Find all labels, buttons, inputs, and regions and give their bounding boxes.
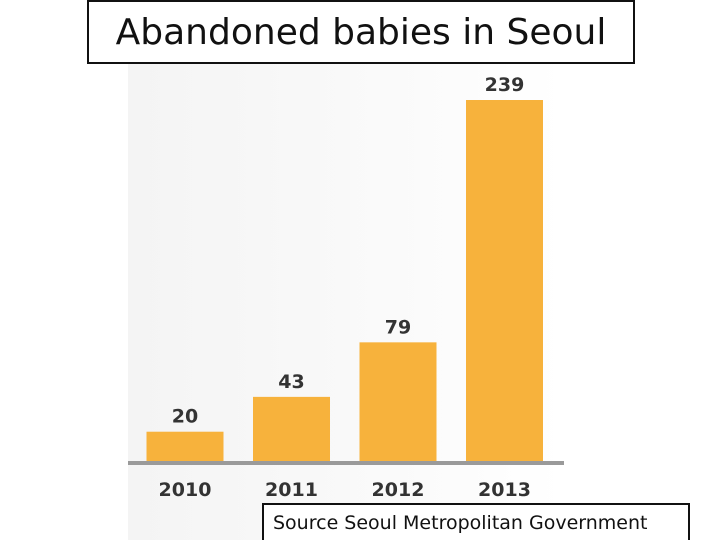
category-labels-group: 2010 2011 2012 2013 [159, 479, 531, 501]
bars-group [146, 100, 543, 462]
value-label-2013: 239 [485, 74, 525, 96]
bar-2012 [359, 342, 437, 462]
bar-2013 [466, 100, 543, 462]
title-box: Abandoned babies in Seoul [87, 0, 635, 64]
category-label-2011: 2011 [265, 479, 318, 501]
category-label-2012: 2012 [372, 479, 425, 501]
bar-2010 [146, 431, 224, 462]
source-box: Source Seoul Metropolitan Government [262, 503, 690, 540]
value-label-2011: 43 [278, 371, 304, 393]
category-label-2013: 2013 [478, 479, 531, 501]
chart-title: Abandoned babies in Seoul [115, 11, 607, 53]
value-label-2012: 79 [385, 316, 411, 338]
value-label-2010: 20 [172, 406, 198, 428]
bar-2011 [253, 396, 330, 462]
source-note: Source Seoul Metropolitan Government [273, 511, 648, 534]
value-labels-group: 20 43 79 239 [172, 74, 525, 428]
category-label-2010: 2010 [159, 479, 212, 501]
